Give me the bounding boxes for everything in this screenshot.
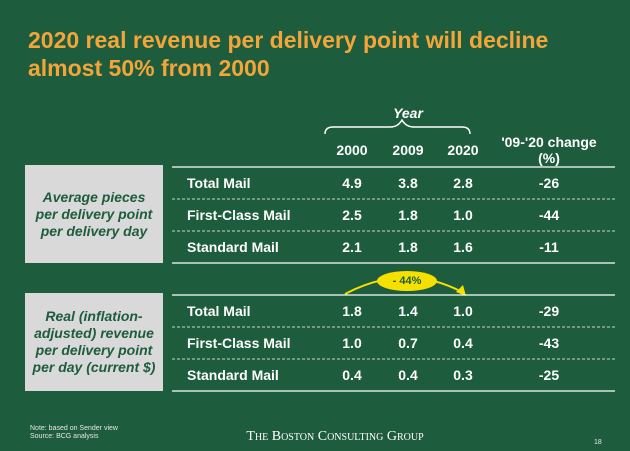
change-cell: -43 [538, 335, 560, 351]
change-header: '09-'20 change (%) [501, 134, 597, 166]
value-cell: 1.0 [453, 303, 473, 319]
row-label: Standard Mail [187, 367, 279, 383]
year-label: Year [393, 105, 423, 121]
value-cell: 1.6 [453, 239, 473, 255]
value-cell: 0.4 [342, 367, 362, 383]
value-cell: 0.7 [398, 335, 418, 351]
change-cell: -29 [538, 303, 560, 319]
value-cell: 1.4 [398, 303, 418, 319]
value-cell: 3.8 [398, 175, 418, 191]
row-label: First-Class Mail [187, 207, 291, 223]
arrow-head [456, 285, 466, 296]
change-cell: -44 [538, 207, 560, 223]
value-cell: 1.8 [342, 303, 362, 319]
value-cell: 1.8 [398, 239, 418, 255]
value-cell: 0.3 [453, 367, 473, 383]
value-cell: 2.5 [342, 207, 362, 223]
value-cell: 2.8 [453, 175, 473, 191]
column-header: 2000 [336, 142, 368, 158]
value-cell: 2.1 [342, 239, 362, 255]
row-label: Total Mail [187, 303, 251, 319]
value-cell: 1.0 [342, 335, 362, 351]
column-header: 2009 [392, 142, 424, 158]
value-cell: 0.4 [453, 335, 473, 351]
annotation-bubble [377, 271, 437, 291]
section-label: Average pieces per delivery point per de… [25, 165, 163, 263]
change-cell: -26 [538, 175, 560, 191]
annotation: - 44% [392, 275, 422, 287]
value-cell: 0.4 [398, 367, 418, 383]
change-cell: -25 [538, 367, 560, 383]
slide-title: 2020 real revenue per delivery point wil… [28, 27, 549, 81]
value-cell: 1.8 [398, 207, 418, 223]
row-label: Standard Mail [187, 239, 279, 255]
section-label: Real (inflation-adjusted) revenue per de… [25, 293, 163, 391]
column-header: 2020 [447, 142, 479, 158]
source: Source: BCG analysis [30, 433, 99, 440]
value-cell: 4.9 [342, 175, 362, 191]
footer-logo: The Boston Consulting Group [246, 429, 424, 444]
year-brace [324, 118, 471, 135]
note: Note: based on Sender view [30, 425, 118, 432]
row-label: Total Mail [187, 175, 251, 191]
value-cell: 1.0 [453, 207, 473, 223]
page-number: 18 [594, 439, 602, 446]
change-cell: -11 [539, 239, 559, 255]
row-label: First-Class Mail [187, 335, 291, 351]
